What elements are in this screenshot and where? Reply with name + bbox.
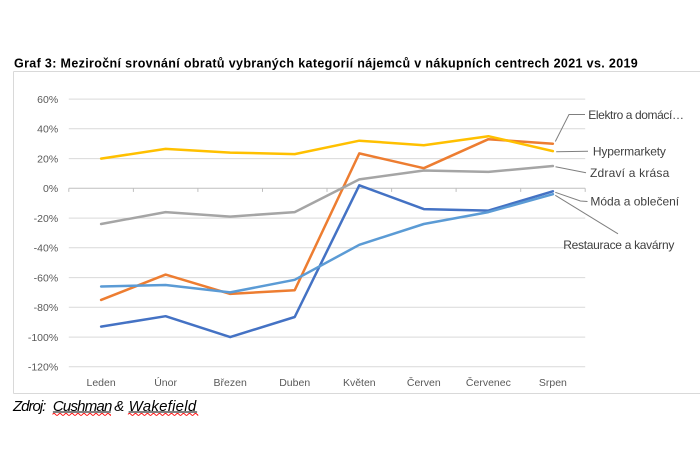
svg-text:&: & <box>114 398 124 415</box>
svg-text:Zdroj:: Zdroj: <box>12 398 46 415</box>
svg-text:-100%: -100% <box>28 332 58 344</box>
svg-text:Wakefield: Wakefield <box>129 398 197 415</box>
svg-text:Móda a oblečení: Móda a oblečení <box>590 195 679 209</box>
svg-text:Duben: Duben <box>279 377 310 389</box>
svg-text:Cushman: Cushman <box>53 398 112 415</box>
svg-text:-60%: -60% <box>34 272 59 284</box>
svg-text:Červenec: Červenec <box>466 376 511 389</box>
svg-text:-80%: -80% <box>34 302 59 314</box>
svg-text:0%: 0% <box>43 183 58 195</box>
svg-text:-20%: -20% <box>34 213 59 225</box>
svg-text:Leden: Leden <box>86 377 115 389</box>
svg-text:-40%: -40% <box>34 243 59 255</box>
svg-text:Zdraví a krása: Zdraví a krása <box>590 166 670 180</box>
svg-text:Červen: Červen <box>407 376 441 389</box>
svg-text:-120%: -120% <box>28 362 58 374</box>
svg-text:Srpen: Srpen <box>539 377 567 389</box>
svg-text:Graf 3: Meziroční srovnání obr: Graf 3: Meziroční srovnání obratů vybran… <box>14 57 638 71</box>
svg-text:Hypermarkety: Hypermarkety <box>593 145 666 159</box>
svg-text:60%: 60% <box>37 94 58 106</box>
svg-text:Restaurace a kavárny: Restaurace a kavárny <box>563 238 674 252</box>
svg-text:Elektro a domácí…: Elektro a domácí… <box>588 108 683 122</box>
svg-text:Únor: Únor <box>154 376 177 389</box>
svg-text:20%: 20% <box>37 153 58 165</box>
svg-text:40%: 40% <box>37 124 58 136</box>
svg-text:Březen: Březen <box>214 377 247 389</box>
svg-text:Květen: Květen <box>343 377 376 389</box>
